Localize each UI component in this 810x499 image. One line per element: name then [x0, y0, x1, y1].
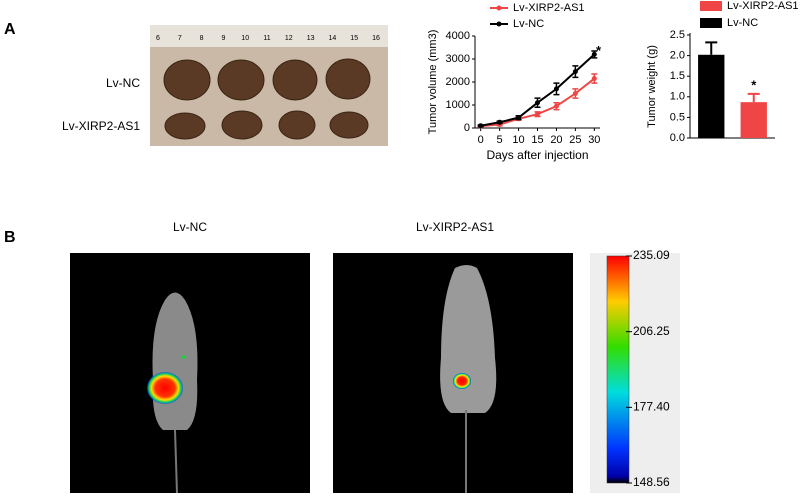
y-tick-label: 4000	[446, 30, 470, 42]
annotation: *	[751, 77, 757, 92]
y-tick-label: 1.0	[670, 91, 685, 103]
x-tick-label: 10	[512, 134, 524, 146]
colorbar-panel	[590, 253, 680, 493]
y-tick-label: 2000	[446, 76, 470, 88]
annotation: *	[596, 43, 602, 58]
ruler-label: 16	[372, 35, 380, 42]
point	[478, 123, 484, 129]
x-tick-label: 30	[588, 134, 600, 146]
legend-swatch	[700, 18, 722, 28]
panel-label: B	[4, 229, 16, 246]
y-tick-label: 3000	[446, 53, 470, 65]
y-tick-label: 1000	[446, 99, 470, 111]
legend-label: Lv-NC	[513, 18, 544, 30]
point	[497, 119, 503, 125]
error-bar	[705, 41, 718, 55]
ruler-label: 10	[241, 35, 249, 42]
row-label: Lv-NC	[106, 76, 140, 90]
x-tick-label: 20	[550, 134, 562, 146]
error-bar	[747, 92, 760, 103]
mouse-image	[70, 253, 310, 494]
y-tick-label: 2.5	[670, 29, 685, 41]
ruler-label: 15	[350, 35, 358, 42]
ruler-label: 8	[200, 35, 204, 42]
mouse-image	[333, 253, 573, 493]
point	[535, 111, 540, 117]
image-label: Lv-XIRP2-AS1	[416, 220, 494, 234]
colorbar-label: 206.25	[633, 324, 670, 338]
point	[591, 76, 597, 82]
legend-label: Lv-XIRP2-AS1	[513, 2, 585, 14]
y-tick-label: 0	[464, 122, 470, 134]
y-tick-label: 2.0	[670, 50, 685, 62]
ruler-label: 13	[307, 35, 315, 42]
x-tick-label: 15	[531, 134, 543, 146]
row-label: Lv-XIRP2-AS1	[62, 119, 140, 133]
legend-swatch	[496, 5, 502, 11]
panel-label: A	[4, 21, 16, 38]
point	[553, 86, 559, 92]
point	[591, 51, 597, 57]
legend-swatch	[496, 21, 502, 27]
ruler-label: 6	[156, 35, 160, 42]
x-axis-label: Days after injection	[486, 148, 588, 162]
legend-swatch	[700, 1, 722, 11]
y-tick-label: 0.0	[670, 132, 685, 144]
x-tick-label: 0	[478, 134, 484, 146]
ruler-label: 14	[329, 35, 337, 42]
point	[572, 69, 578, 75]
point	[553, 103, 559, 109]
colorbar-label: 177.40	[633, 400, 670, 414]
ruler-label: 11	[263, 35, 270, 42]
x-tick-label: 25	[569, 134, 581, 146]
tumor-photo	[150, 25, 388, 146]
legend-label: Lv-XIRP2-AS1	[727, 0, 799, 12]
y-axis-label: Tumor volume (mm3)	[427, 30, 439, 135]
point	[572, 91, 578, 96]
y-axis-label: Tumor weight (g)	[646, 45, 658, 128]
colorbar-label: 235.09	[633, 248, 670, 262]
ruler-label: 12	[285, 35, 293, 42]
bar	[698, 54, 725, 138]
y-tick-label: 1.5	[670, 70, 685, 82]
legend-label: Lv-NC	[727, 17, 758, 29]
point	[535, 100, 540, 106]
image-label: Lv-NC	[173, 220, 207, 234]
ruler-label: 7	[178, 35, 182, 42]
y-tick-label: 0.5	[670, 111, 685, 123]
x-tick-label: 5	[497, 134, 503, 146]
bar	[740, 102, 767, 138]
colorbar-label: 148.56	[633, 475, 670, 489]
point	[516, 115, 522, 121]
ruler-label: 9	[221, 35, 225, 42]
